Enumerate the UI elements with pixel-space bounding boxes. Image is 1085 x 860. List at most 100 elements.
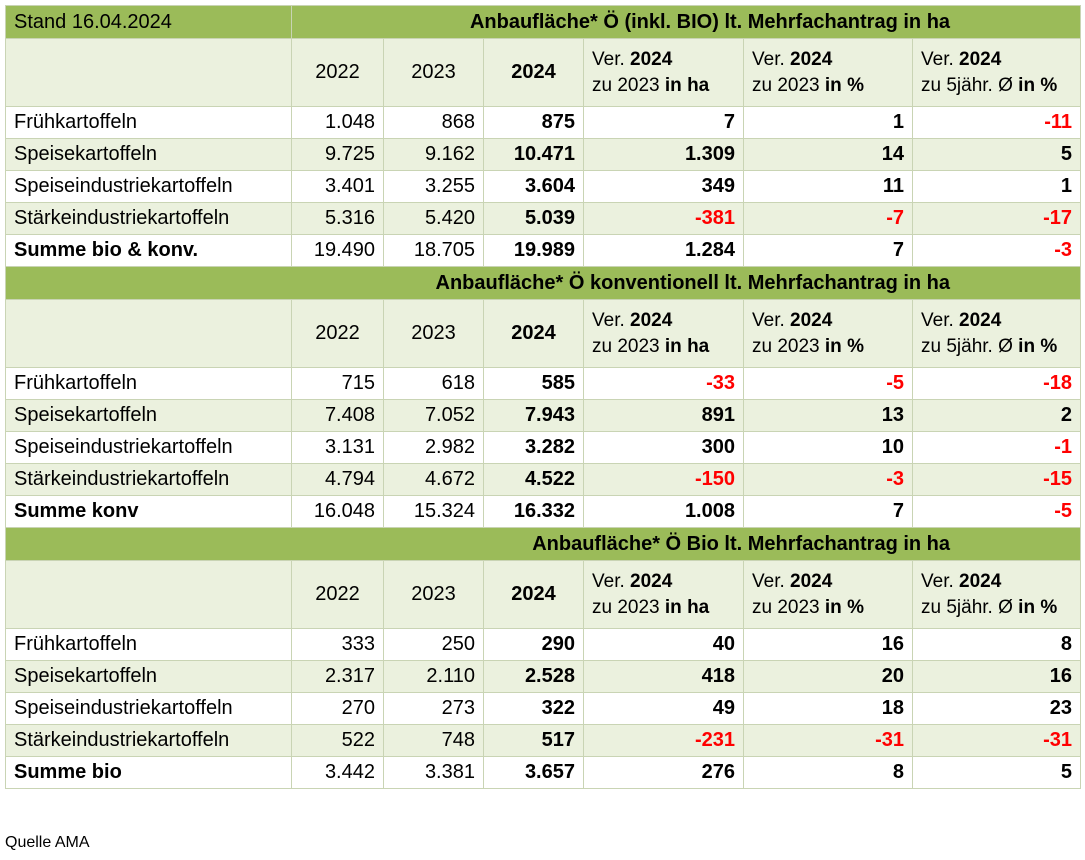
ver-year: 2024: [790, 48, 833, 70]
cell-y2023: 7.052: [383, 399, 484, 432]
header-change-pct: Ver. 2024 zu 2023 in %: [743, 38, 913, 107]
header-year-2023: 2023: [383, 38, 484, 107]
ver-year: 2024: [790, 309, 833, 331]
row-label: Speiseindustriekartoffeln: [5, 170, 292, 203]
header-change-5y-pct: Ver. 2024 zu 5jähr. Ø in %: [911, 560, 1082, 629]
row-label: Speisekartoffeln: [5, 138, 292, 171]
row-label: Speiseindustriekartoffeln: [5, 431, 292, 464]
cell-diff-5y: 23: [911, 692, 1082, 725]
cell-y2023: 618: [383, 367, 484, 400]
header-line1: Ver. 2024: [921, 47, 1072, 73]
cell-diff-5y: -15: [911, 463, 1082, 496]
header-unit: in %: [1018, 335, 1058, 357]
row-label: Speiseindustriekartoffeln: [5, 692, 292, 725]
row-label: Summe bio & konv.: [5, 234, 292, 267]
cell-diff-5y: -5: [911, 495, 1082, 528]
section-title-band: Stand 16.04.2024 Anbaufläche* Ö (inkl. BI…: [5, 5, 1082, 39]
header-year-2024: 2024: [483, 299, 584, 368]
header-compare-text: zu 5jähr. Ø: [921, 596, 1013, 618]
source-note: Quelle AMA: [5, 834, 90, 851]
header-compare-text: zu 2023: [592, 74, 660, 96]
row-label: Summe konv: [5, 495, 292, 528]
table-row: Frühkartoffeln 333 250 290 40 16 8: [5, 628, 1082, 661]
cell-y2023: 5.420: [383, 202, 484, 235]
cell-diff-ha: 300: [583, 431, 744, 464]
cell-diff-ha: -381: [583, 202, 744, 235]
cell-diff-5y: -31: [911, 724, 1082, 757]
cell-diff-ha: 1.284: [583, 234, 744, 267]
cell-y2023: 868: [383, 106, 484, 139]
cell-diff-ha: -33: [583, 367, 744, 400]
table-body: Stand 16.04.2024 Anbaufläche* Ö (inkl. BI…: [4, 5, 1082, 789]
summary-row: Summe bio & konv. 19.490 18.705 19.989 1.284…: [5, 234, 1082, 267]
cell-y2024: 290: [483, 628, 584, 661]
header-line1: Ver. 2024: [592, 569, 735, 595]
header-line2: zu 2023 in %: [752, 73, 904, 99]
table-row: Stärkeindustriekartoffeln 5.316 5.420 5.039…: [5, 202, 1082, 235]
cell-y2024: 875: [483, 106, 584, 139]
header-year-2022: 2022: [291, 299, 384, 368]
summary-row: Summe konv 16.048 15.324 16.332 1.008 7 -5: [5, 495, 1082, 528]
cell-y2024: 3.657: [483, 756, 584, 789]
cell-diff-pct: 7: [743, 234, 913, 267]
cell-diff-5y: 1: [911, 170, 1082, 203]
cell-y2022: 7.408: [291, 399, 384, 432]
header-line2: zu 5jähr. Ø in %: [921, 334, 1072, 360]
table-row: Frühkartoffeln 715 618 585 -33 -5 -18: [5, 367, 1082, 400]
header-change-pct: Ver. 2024 zu 2023 in %: [743, 560, 913, 629]
cell-diff-pct: 10: [743, 431, 913, 464]
cell-diff-ha: -231: [583, 724, 744, 757]
header-change-ha: Ver. 2024 zu 2023 in ha: [583, 560, 744, 629]
table-row: Speisekartoffeln 7.408 7.052 7.943 891 13 2: [5, 399, 1082, 432]
cell-diff-ha: 276: [583, 756, 744, 789]
cell-y2022: 5.316: [291, 202, 384, 235]
cell-y2022: 9.725: [291, 138, 384, 171]
cell-diff-ha: 418: [583, 660, 744, 693]
cell-y2023: 2.982: [383, 431, 484, 464]
cell-diff-pct: -5: [743, 367, 913, 400]
cell-y2022: 1.048: [291, 106, 384, 139]
cell-y2023: 3.255: [383, 170, 484, 203]
cell-y2022: 19.490: [291, 234, 384, 267]
cell-y2023: 3.381: [383, 756, 484, 789]
header-compare-text: zu 2023: [592, 596, 660, 618]
header-line2: zu 2023 in %: [752, 334, 904, 360]
cell-y2024: 585: [483, 367, 584, 400]
header-change-pct: Ver. 2024 zu 2023 in %: [743, 299, 913, 368]
cell-y2023: 9.162: [383, 138, 484, 171]
header-year-2023: 2023: [383, 299, 484, 368]
header-unit: in ha: [664, 335, 710, 357]
cell-diff-5y: 5: [911, 756, 1082, 789]
cell-diff-pct: 1: [743, 106, 913, 139]
ver-year: 2024: [959, 570, 1002, 592]
header-year-2024: 2024: [483, 560, 584, 629]
table-row: Speisekartoffeln 2.317 2.110 2.528 418 20 16: [5, 660, 1082, 693]
row-label: Stärkeindustriekartoffeln: [5, 724, 292, 757]
header-line1: Ver. 2024: [752, 569, 904, 595]
cell-diff-pct: -3: [743, 463, 913, 496]
table-row: Frühkartoffeln 1.048 868 875 7 1 -11: [5, 106, 1082, 139]
section-title: Anbaufläche* Ö konventionell lt. Mehrfac…: [4, 266, 1082, 300]
row-label: Frühkartoffeln: [5, 628, 292, 661]
header-year-2024: 2024: [483, 38, 584, 107]
column-header-row: 2022 2023 2024 Ver. 2024 zu 2023 in ha Ver. 2…: [5, 38, 1082, 107]
ver-year: 2024: [630, 48, 673, 70]
cell-diff-ha: 1.309: [583, 138, 744, 171]
cell-diff-pct: 7: [743, 495, 913, 528]
header-compare-text: zu 5jähr. Ø: [921, 335, 1013, 357]
table-row: Speiseindustriekartoffeln 3.131 2.982 3.282…: [5, 431, 1082, 464]
cell-y2023: 250: [383, 628, 484, 661]
cell-y2024: 2.528: [483, 660, 584, 693]
cell-diff-pct: 18: [743, 692, 913, 725]
row-label: Summe bio: [5, 756, 292, 789]
header-compare-text: zu 5jähr. Ø: [921, 74, 1013, 96]
header-compare-text: zu 2023: [752, 74, 820, 96]
summary-row: Summe bio 3.442 3.381 3.657 276 8 5: [5, 756, 1082, 789]
ver-prefix: Ver.: [921, 48, 954, 70]
cell-diff-5y: -11: [911, 106, 1082, 139]
header-change-5y-pct: Ver. 2024 zu 5jähr. Ø in %: [911, 38, 1082, 107]
header-compare-text: zu 2023: [752, 596, 820, 618]
cell-y2023: 2.110: [383, 660, 484, 693]
section-title-band: Anbaufläche* Ö konventionell lt. Mehrfac…: [4, 266, 1082, 300]
cell-y2023: 18.705: [383, 234, 484, 267]
